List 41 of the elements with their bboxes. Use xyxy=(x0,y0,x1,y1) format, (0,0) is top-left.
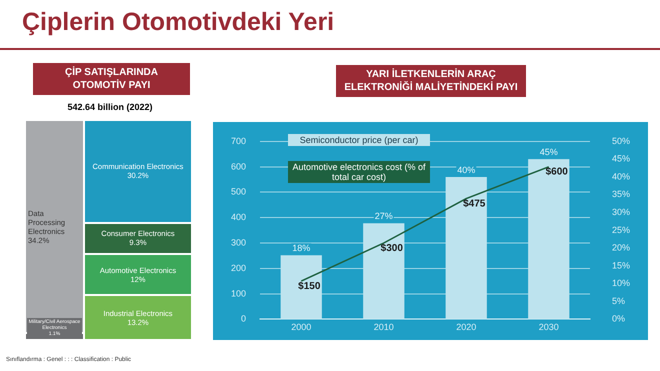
data-label: $600 xyxy=(546,166,568,178)
data-label: 27% xyxy=(374,211,393,222)
bar xyxy=(446,176,487,320)
y2-tick-label: 40% xyxy=(612,171,630,182)
text: ÇİP SATIŞLARINDA OTOMOTİV PAYI xyxy=(33,63,190,95)
y2-tick-label: 50% xyxy=(612,136,630,146)
x-tick-label: 2010 xyxy=(374,322,394,332)
y2-tick-label: 20% xyxy=(612,242,630,253)
y-tick-label: 500 xyxy=(230,186,246,197)
y2-tick-label: 30% xyxy=(612,207,630,218)
data-label: $475 xyxy=(463,198,486,210)
y-tick-label: 700 xyxy=(230,136,246,146)
bar xyxy=(363,223,404,320)
text: Çiplerin Otomotivdeki Yeri xyxy=(22,8,334,37)
data-label: 18% xyxy=(292,243,310,254)
data-label: $300 xyxy=(380,242,404,254)
y-tick-label: 200 xyxy=(230,262,246,273)
y-tick-label: 400 xyxy=(230,212,246,222)
bar xyxy=(280,255,322,320)
y-tick-label: 300 xyxy=(230,237,246,248)
y-tick-label: 600 xyxy=(230,161,246,172)
y2-tick-label: 0% xyxy=(612,314,625,324)
text: Automotive electronics cost (% of total car cost) xyxy=(288,161,430,183)
y2-tick-label: 15% xyxy=(612,260,630,270)
y-tick-label: 100 xyxy=(230,288,246,298)
x-tick-label: 2020 xyxy=(456,322,476,332)
data-label: $150 xyxy=(298,280,321,292)
x-tick-label: 2000 xyxy=(291,322,312,332)
data-label: 40% xyxy=(457,164,476,175)
y2-tick-label: 45% xyxy=(612,154,630,164)
y2-tick-label: 5% xyxy=(612,296,625,306)
bar xyxy=(528,159,570,320)
y2-tick-label: 25% xyxy=(612,224,630,235)
chart-title: YARI İLETKENLERİN ARAÇ ELEKTRONİĞİ MALİYETİNDEKİ PAYI xyxy=(336,65,526,97)
x-tick-label: 2030 xyxy=(538,322,559,332)
y2-tick-label: 10% xyxy=(612,278,630,288)
y-tick-label: 0 xyxy=(241,314,246,324)
y2-tick-label: 35% xyxy=(612,189,630,200)
text: Semiconductor price (per car) xyxy=(288,134,430,146)
data-label: 45% xyxy=(540,147,558,158)
text: 542.64 billion (2022) xyxy=(66,102,154,112)
